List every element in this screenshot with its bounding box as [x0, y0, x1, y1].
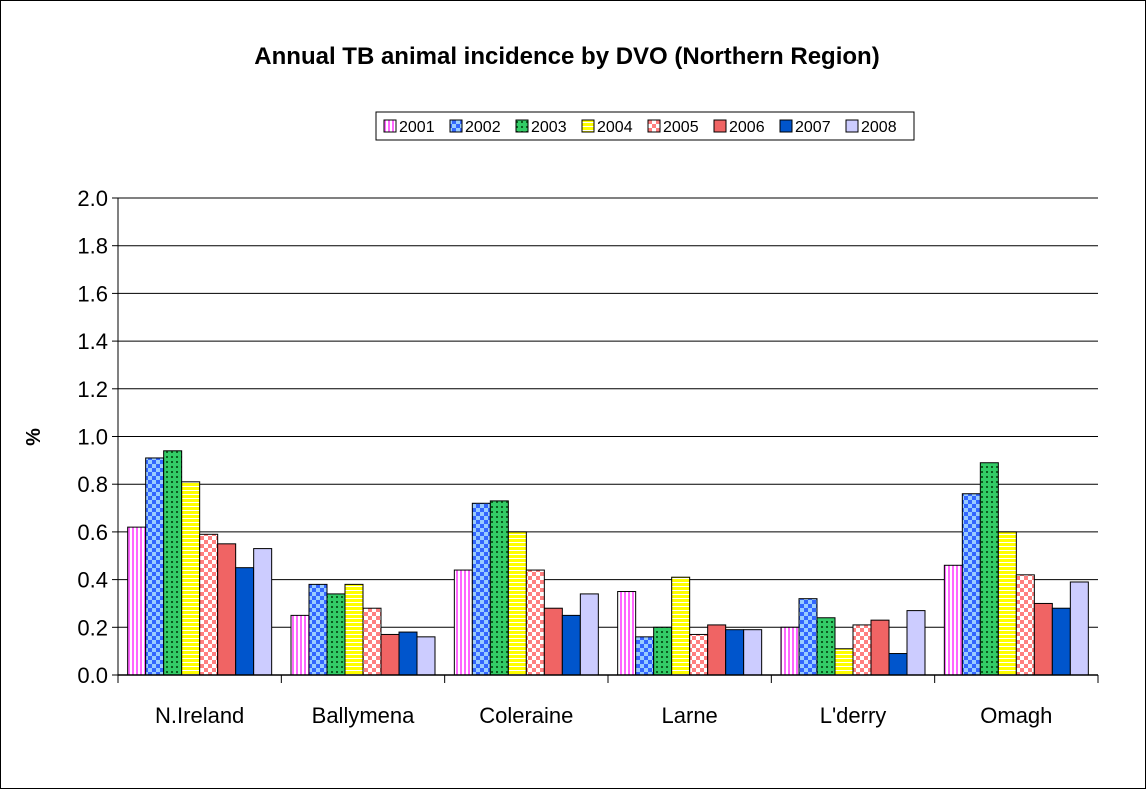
bar-2008-Coleraine: [579, 593, 599, 676]
bar-2002-L'derry: [798, 598, 818, 676]
legend-swatch-2008: [845, 119, 859, 133]
bar-2008-L'derry: [906, 610, 926, 676]
bar-2001-Ballymena: [290, 614, 310, 676]
bar-2007-N.Ireland: [235, 567, 255, 676]
bar-2004-N.Ireland: [181, 481, 201, 676]
bar-2004-L'derry: [834, 648, 854, 676]
bar-2008-Ballymena: [416, 636, 436, 676]
y-tick-label: 0.0: [77, 663, 108, 688]
bar-2003-L'derry: [816, 617, 836, 676]
legend-label: 2002: [465, 119, 501, 136]
bar-2005-N.Ireland: [199, 533, 219, 676]
bar-2005-Ballymena: [362, 607, 382, 676]
x-category-label: Ballymena: [312, 703, 415, 728]
y-tick-label: 1.8: [77, 234, 108, 259]
chart-title: Annual TB animal incidence by DVO (North…: [254, 43, 879, 70]
bar-2003-Omagh: [979, 462, 999, 676]
bar-2002-N.Ireland: [145, 457, 165, 676]
bar-2006-Ballymena: [380, 633, 400, 676]
bar-2007-Coleraine: [561, 614, 581, 676]
legend-swatch-2001: [383, 119, 397, 133]
bar-2006-Coleraine: [543, 607, 563, 676]
y-axis-ticks: 0.0 0.2 0.4 0.6 0.8 1.0 1.2 1.4 1.6 1.8 2.0: [77, 186, 119, 688]
legend-label: 2007: [795, 119, 831, 136]
bar-2004-Ballymena: [344, 583, 364, 676]
legend: 2001 2002 2003 2004 2005 2006 2007 2008: [375, 111, 915, 141]
legend-label: 2003: [531, 119, 567, 136]
bar-2004-Larne: [671, 576, 691, 676]
y-tick-label: 1.4: [77, 329, 108, 354]
bar-2001-N.Ireland: [127, 526, 147, 676]
legend-swatch-2006: [713, 119, 727, 133]
bar-2007-L'derry: [888, 653, 908, 676]
x-category-label: N.Ireland: [155, 703, 244, 728]
x-axis: N.Ireland Ballymena Coleraine Larne L'derry O…: [117, 674, 1099, 728]
y-tick-label: 2.0: [77, 186, 108, 211]
x-category-label: L'derry: [820, 703, 887, 728]
legend-swatch-2005: [647, 119, 661, 133]
legend-label: 2008: [861, 119, 897, 136]
bar-2003-Larne: [653, 626, 673, 676]
bar-2006-L'derry: [870, 619, 890, 676]
legend-label: 2001: [399, 119, 435, 136]
legend-swatch-2004: [581, 119, 595, 133]
bar-2003-Ballymena: [326, 593, 346, 676]
bar-2001-Larne: [617, 591, 637, 676]
legend-label: 2005: [663, 119, 699, 136]
bar-2002-Larne: [635, 636, 655, 676]
x-category-label: Omagh: [980, 703, 1052, 728]
bar-2008-Larne: [743, 629, 763, 676]
bar-2002-Omagh: [961, 493, 981, 676]
y-tick-label: 1.2: [77, 377, 108, 402]
x-category-label: Larne: [662, 703, 718, 728]
y-tick-label: 1.6: [77, 281, 108, 306]
y-axis-title: %: [23, 428, 45, 446]
bar-2003-N.Ireland: [163, 450, 183, 676]
bar-2008-N.Ireland: [253, 548, 273, 676]
y-tick-label: 0.8: [77, 472, 108, 497]
legend-label: 2006: [729, 119, 765, 136]
y-tick-label: 1.0: [77, 425, 108, 450]
bar-2005-Omagh: [1015, 574, 1035, 676]
y-tick-label: 0.4: [77, 568, 108, 593]
legend-swatch-2007: [779, 119, 793, 133]
bar-2008-Omagh: [1069, 581, 1089, 676]
bar-2004-Coleraine: [507, 531, 527, 676]
y-tick-label: 0.2: [77, 615, 108, 640]
legend-swatch-2003: [515, 119, 529, 133]
bar-2007-Ballymena: [398, 631, 418, 676]
bar-2004-Omagh: [997, 531, 1017, 676]
bars: [127, 450, 1089, 676]
bar-2006-N.Ireland: [217, 543, 237, 676]
bar-2007-Larne: [725, 629, 745, 676]
bar-2001-Omagh: [943, 564, 963, 676]
gridlines: [118, 197, 1098, 676]
legend-label: 2004: [597, 119, 633, 136]
bar-2002-Ballymena: [308, 583, 328, 676]
bar-2005-Coleraine: [525, 569, 545, 676]
bar-2007-Omagh: [1051, 607, 1071, 676]
bar-2001-L'derry: [780, 626, 800, 676]
bar-2006-Omagh: [1033, 602, 1053, 676]
x-category-label: Coleraine: [479, 703, 573, 728]
bar-2001-Coleraine: [453, 569, 473, 676]
bar-2005-L'derry: [852, 624, 872, 676]
legend-swatch-2002: [449, 119, 463, 133]
y-tick-label: 0.6: [77, 520, 108, 545]
bar-2006-Larne: [707, 624, 727, 676]
bar-2002-Coleraine: [471, 502, 491, 676]
legend-box: [375, 111, 915, 141]
bar-2005-Larne: [689, 633, 709, 676]
bar-2003-Coleraine: [489, 500, 509, 676]
